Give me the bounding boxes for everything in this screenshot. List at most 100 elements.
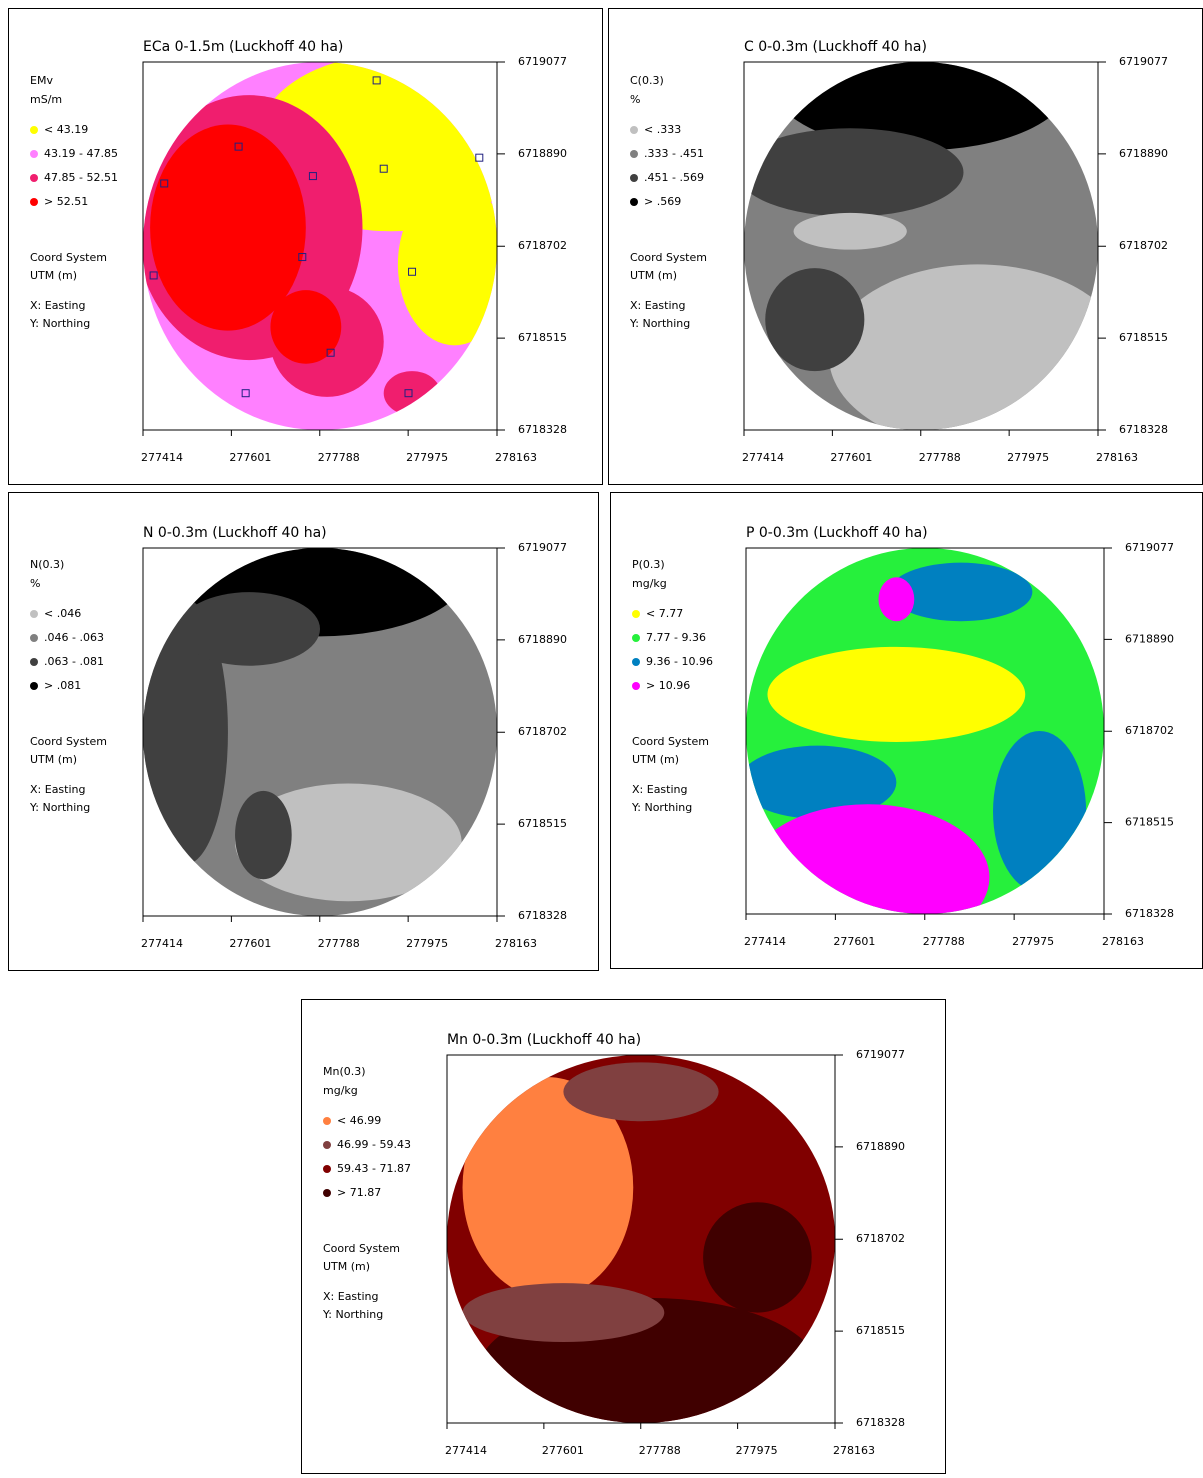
coord-text: UTM (m): [323, 1260, 370, 1273]
legend-label: 46.99 - 59.43: [337, 1138, 411, 1151]
coord-text: UTM (m): [632, 753, 679, 766]
map-zone: [563, 1062, 718, 1121]
x-tick-label: 277601: [229, 451, 271, 464]
coord-text: X: Easting: [630, 299, 685, 312]
y-tick-label: 6718515: [1119, 331, 1168, 344]
y-tick-label: 6719077: [518, 541, 567, 554]
y-tick-label: 6718328: [518, 909, 567, 922]
x-tick-label: 277601: [229, 937, 271, 950]
x-tick-label: 277414: [742, 451, 784, 464]
map-panel: ECa 0-1.5m (Luckhoff 40 ha) 277414 277601 2…: [9, 9, 603, 485]
y-tick-label: 6719077: [518, 55, 567, 68]
legend-label: > .081: [44, 679, 81, 692]
coord-text: UTM (m): [630, 269, 677, 282]
legend-swatch: [632, 610, 640, 618]
legend-unit: mS/m: [30, 93, 62, 106]
map-panel: P 0-0.3m (Luckhoff 40 ha)277414277601277…: [611, 493, 1203, 969]
legend-unit: mg/kg: [323, 1084, 358, 1097]
page: ECa 0-1.5m (Luckhoff 40 ha) 277414 277601 2…: [0, 0, 1203, 1474]
coord-text: Coord System: [630, 251, 707, 264]
legend-label: .046 - .063: [44, 631, 104, 644]
coord-text: Coord System: [632, 735, 709, 748]
map-zone: [235, 791, 292, 879]
y-tick-label: 6718328: [856, 1416, 905, 1429]
legend-swatch: [630, 126, 638, 134]
legend-swatch: [30, 174, 38, 182]
coord-text: Coord System: [30, 251, 107, 264]
legend-label: < 43.19: [44, 123, 88, 136]
legend-title: N(0.3): [30, 558, 64, 571]
x-tick-label: 277601: [830, 451, 872, 464]
legend-title: C(0.3): [630, 74, 664, 87]
coord-text: UTM (m): [30, 753, 77, 766]
panel-title: ECa 0-1.5m (Luckhoff 40 ha): [143, 39, 343, 55]
legend-label: 7.77 - 9.36: [646, 631, 706, 644]
y-tick-label: 6718702: [518, 239, 567, 252]
map-panel: Mn 0-0.3m (Luckhoff 40 ha)27741427760127…: [302, 1000, 946, 1474]
x-tick-label: 277788: [639, 1444, 681, 1457]
coord-text: Coord System: [30, 735, 107, 748]
legend-swatch: [630, 174, 638, 182]
legend-swatch: [630, 150, 638, 158]
x-tick-label: 278163: [1096, 451, 1138, 464]
y-tick-label: 6718515: [518, 817, 567, 830]
map-zone: [878, 577, 914, 621]
coord-text: Y: Northing: [629, 317, 690, 330]
coord-text: X: Easting: [323, 1290, 378, 1303]
x-tick-label: 277788: [318, 451, 360, 464]
legend-label: 59.43 - 71.87: [337, 1162, 411, 1175]
legend-title: EMv: [30, 74, 53, 87]
coord-text: Y: Northing: [322, 1308, 383, 1321]
x-tick-label: 277975: [406, 937, 448, 950]
legend-label: .063 - .081: [44, 655, 104, 668]
y-tick-label: 6718328: [1125, 907, 1174, 920]
x-tick-label: 277601: [542, 1444, 584, 1457]
map-zone: [794, 213, 907, 250]
legend-unit: %: [30, 577, 40, 590]
coord-text: X: Easting: [30, 783, 85, 796]
legend-swatch: [30, 658, 38, 666]
x-tick-label: 277975: [406, 451, 448, 464]
legend-label: 43.19 - 47.85: [44, 147, 118, 160]
x-tick-label: 277788: [919, 451, 961, 464]
coord-text: Coord System: [323, 1242, 400, 1255]
legend-label: < .046: [44, 607, 81, 620]
map-zone: [703, 1202, 812, 1312]
x-tick-label: 278163: [495, 451, 537, 464]
x-tick-label: 277975: [1012, 935, 1054, 948]
legend-swatch: [323, 1141, 331, 1149]
x-tick-label: 277601: [833, 935, 875, 948]
coord-text: Y: Northing: [29, 317, 90, 330]
legend-label: > .569: [644, 195, 681, 208]
x-tick-label: 277975: [736, 1444, 778, 1457]
legend-label: 47.85 - 52.51: [44, 171, 118, 184]
legend-label: .451 - .569: [644, 171, 704, 184]
legend-label: < 46.99: [337, 1114, 381, 1127]
legend-label: > 10.96: [646, 679, 690, 692]
legend-swatch: [632, 658, 640, 666]
coord-text: UTM (m): [30, 269, 77, 282]
x-tick-label: 278163: [495, 937, 537, 950]
legend-title: P(0.3): [632, 558, 665, 571]
y-tick-label: 6718515: [1125, 816, 1174, 829]
legend-swatch: [30, 610, 38, 618]
y-tick-label: 6718890: [518, 147, 567, 160]
legend-label: .333 - .451: [644, 147, 704, 160]
legend-label: > 52.51: [44, 195, 88, 208]
legend-unit: %: [630, 93, 640, 106]
legend-label: > 71.87: [337, 1186, 381, 1199]
x-tick-label: 277414: [445, 1444, 487, 1457]
x-tick-label: 277788: [318, 937, 360, 950]
y-tick-label: 6718890: [518, 633, 567, 646]
x-tick-label: 277414: [141, 451, 183, 464]
y-tick-label: 6719077: [1125, 541, 1174, 554]
panel-title: P 0-0.3m (Luckhoff 40 ha): [746, 525, 928, 541]
legend-swatch: [632, 682, 640, 690]
y-tick-label: 6718890: [1125, 632, 1174, 645]
x-tick-label: 277788: [923, 935, 965, 948]
legend-swatch: [30, 126, 38, 134]
y-tick-label: 6719077: [1119, 55, 1168, 68]
y-tick-label: 6718890: [1119, 147, 1168, 160]
coord-text: Y: Northing: [29, 801, 90, 814]
